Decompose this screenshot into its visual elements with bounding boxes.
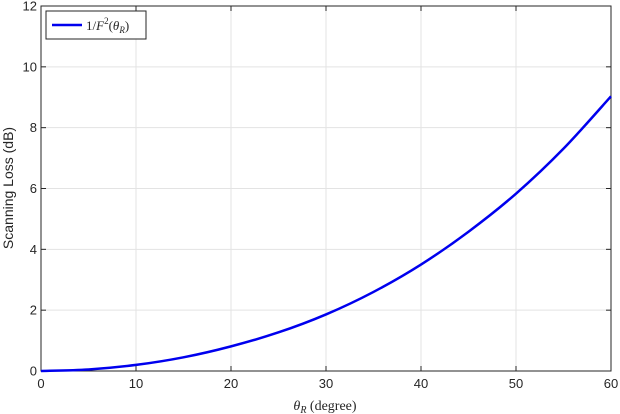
y-tick-label: 8: [30, 120, 37, 135]
legend: 1/F2(θR): [45, 10, 147, 40]
y-tick-label: 12: [23, 0, 37, 14]
x-tick-label: 10: [129, 376, 143, 391]
legend-entry: 1/F2(θR): [86, 16, 129, 35]
y-tick-label: 2: [30, 303, 37, 318]
series-line: [40, 95, 612, 373]
grid-lines: [40, 5, 612, 372]
axes: [40, 5, 612, 372]
y-tick-label: 10: [23, 59, 37, 74]
x-tick-label: 20: [224, 376, 238, 391]
y-axis-label: Scanning Loss (dB): [0, 127, 16, 249]
x-tick-label: 40: [414, 376, 428, 391]
y-tick-label: 4: [30, 242, 37, 257]
x-tick-label: 0: [37, 376, 44, 391]
y-tick-label: 6: [30, 181, 37, 196]
series-lines: [40, 95, 612, 373]
x-tick-label: 50: [509, 376, 523, 391]
y-tick-label: 0: [30, 364, 37, 379]
x-axis-label: θR (degree): [293, 399, 356, 414]
tick-labels: 0 10 20 30 40 50 60 0 2 4 6 8 10 12: [23, 0, 619, 391]
x-tick-label: 60: [604, 376, 618, 391]
x-tick-label: 30: [319, 376, 333, 391]
